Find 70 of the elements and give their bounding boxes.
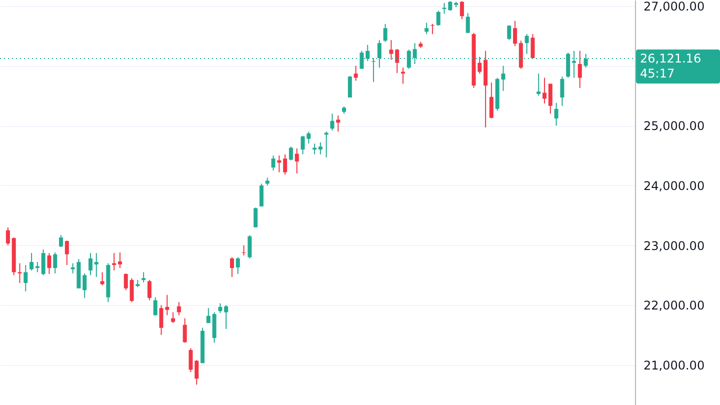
- candlestick: [30, 252, 34, 271]
- candlestick: [460, 0, 464, 20]
- candlestick: [142, 272, 146, 283]
- candlestick: [147, 279, 152, 301]
- candlestick: [424, 22, 429, 35]
- y-tick-label: 21,000.00: [644, 358, 705, 372]
- candlestick: [153, 296, 158, 316]
- candlestick: [248, 234, 252, 259]
- candlestick: [24, 264, 28, 292]
- candlestick: [330, 113, 334, 131]
- candlestick: [395, 48, 400, 74]
- y-tick-label: 22,000.00: [644, 298, 705, 313]
- y-tick-label: 23,000.00: [644, 238, 705, 253]
- y-tick-label: 25,000.00: [644, 119, 705, 134]
- candlestick: [124, 272, 128, 291]
- candlestick: [130, 278, 134, 303]
- candlestick: [560, 76, 564, 106]
- candlestick: [171, 312, 176, 324]
- candlestick: [466, 12, 470, 34]
- candlestick: [294, 148, 299, 174]
- candlestick: [354, 65, 358, 82]
- candlestick: [118, 252, 122, 269]
- candlestick: [336, 114, 340, 132]
- candlestick: [271, 155, 276, 171]
- candlestick: [188, 348, 193, 373]
- candlestick: [206, 308, 210, 324]
- y-tick-label: 24,000.00: [644, 178, 705, 193]
- candlestick: [82, 272, 87, 298]
- candlestick: [554, 102, 558, 126]
- candlestick: [88, 252, 92, 276]
- candlestick: [259, 183, 264, 207]
- candlestick: [94, 252, 98, 278]
- candlestick: [513, 20, 518, 47]
- candlestick: [283, 154, 288, 176]
- candlestick: [530, 34, 535, 60]
- candlestick: [182, 318, 187, 344]
- candlestick: [194, 360, 199, 386]
- candlestick: [389, 40, 394, 60]
- candlestick: [236, 256, 240, 274]
- ref-line-label: 26,121.16: [640, 52, 702, 66]
- candlestick: [548, 83, 552, 114]
- candlestick: [489, 82, 494, 119]
- candlestick: [524, 34, 529, 54]
- candlestick: [53, 252, 58, 274]
- candlestick: [212, 312, 216, 344]
- candlestick: [41, 248, 46, 276]
- candlestick: [35, 262, 40, 273]
- candlestick: [47, 252, 52, 274]
- candlestick: [230, 256, 234, 278]
- candlestick: [578, 50, 582, 88]
- candlestick: [507, 24, 512, 41]
- candlestick: [224, 304, 228, 330]
- candlestick: [288, 146, 293, 161]
- candlestick: [536, 73, 541, 96]
- text: 45:17: [640, 66, 675, 81]
- candlestick: [112, 252, 116, 271]
- candlestick: [542, 77, 547, 104]
- candlestick: [18, 262, 22, 284]
- candlestick: [436, 10, 440, 26]
- candlestick: [176, 302, 181, 316]
- candlestick: [64, 240, 69, 266]
- candlestick: [318, 142, 322, 155]
- candlestick: [254, 207, 258, 228]
- candlestick: [59, 234, 64, 248]
- candlestick: [218, 302, 222, 314]
- candlestick: [100, 272, 104, 286]
- candlestick: [383, 23, 388, 42]
- candlestick: [348, 75, 352, 98]
- y-tick-label: 27,000.00: [644, 0, 705, 14]
- candlestick: [6, 226, 10, 246]
